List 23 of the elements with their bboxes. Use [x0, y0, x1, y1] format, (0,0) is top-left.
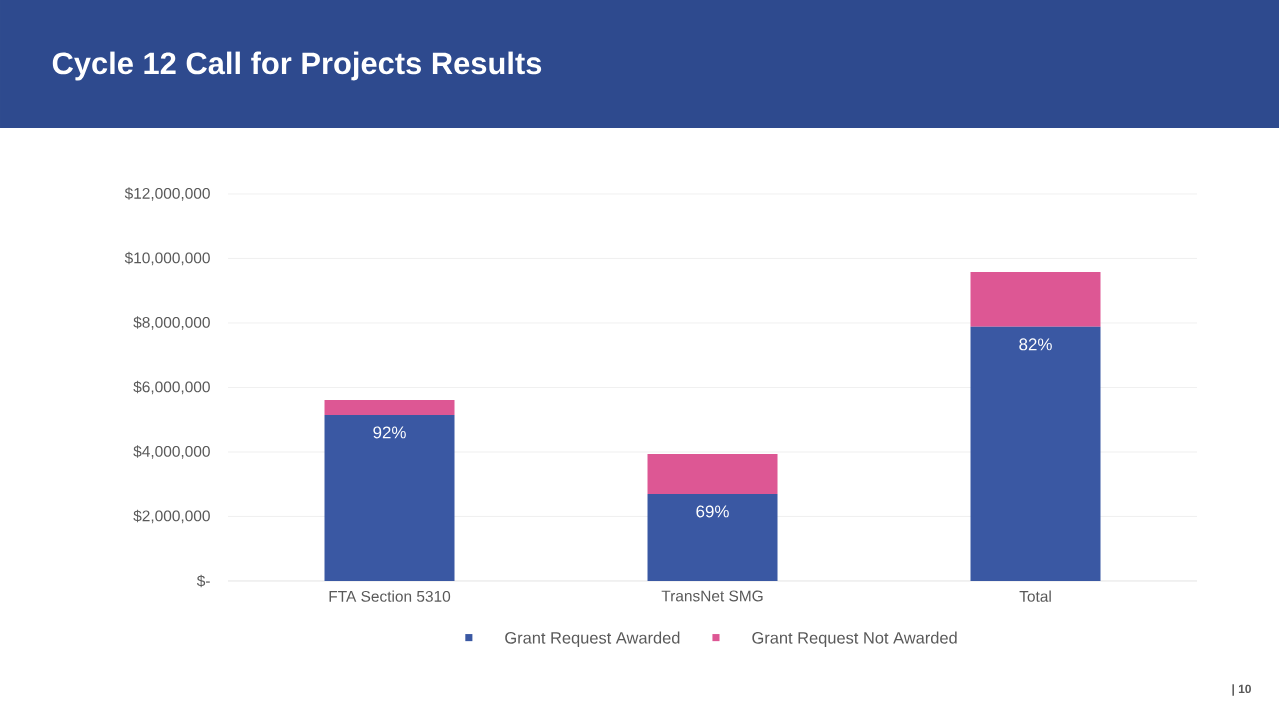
chart-title: Cycle 12 Call for Projects Results	[52, 51, 542, 81]
y-tick-label: $2,000,000	[133, 509, 210, 524]
annotation: 82%	[1019, 338, 1052, 351]
y-tick-label: $-	[196, 574, 210, 588]
bar	[324, 414, 455, 581]
annotation: 69%	[696, 505, 729, 518]
y-tick-label: $6,000,000	[133, 380, 210, 395]
x-tick-label: TransNet SMG	[661, 590, 763, 602]
text: | 10	[1232, 684, 1251, 696]
annotation: 92%	[373, 426, 406, 439]
x-tick-label: Total	[1019, 590, 1051, 602]
y-tick-label: $8,000,000	[133, 316, 210, 330]
bar	[970, 326, 1101, 581]
bar	[647, 453, 778, 494]
bar	[970, 272, 1101, 327]
legend-label: Grant Request Awarded	[505, 631, 680, 647]
y-tick-label: $12,000,000	[124, 187, 210, 201]
bar	[324, 400, 455, 415]
x-tick-label: FTA Section 5310	[329, 590, 451, 602]
bar	[647, 493, 778, 581]
y-tick-label: $4,000,000	[133, 445, 210, 459]
y-tick-label: $10,000,000	[124, 251, 210, 266]
legend-label: Grant Request Not Awarded	[752, 631, 957, 647]
